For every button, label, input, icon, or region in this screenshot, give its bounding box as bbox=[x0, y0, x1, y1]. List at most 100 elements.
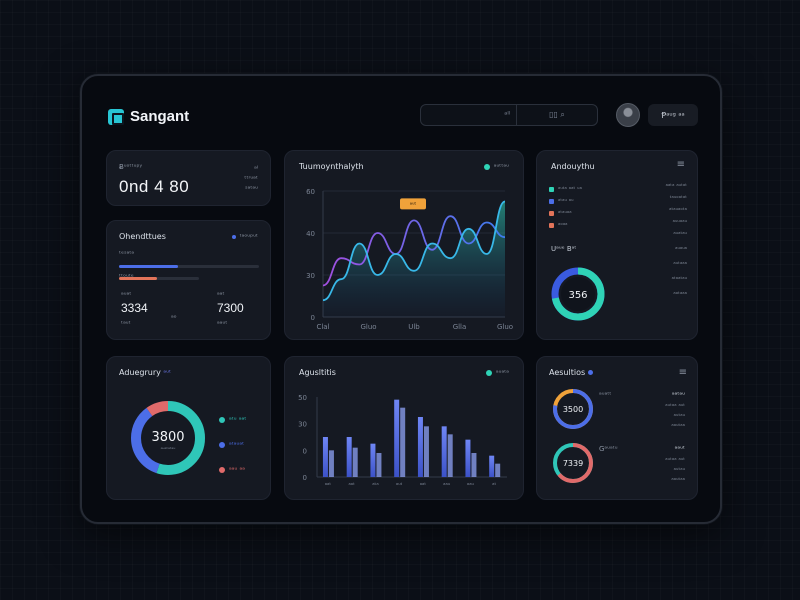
y-tick-label: 0 bbox=[303, 447, 307, 455]
user-menu-button[interactable]: Ᵽᵃᵘᵍ ᵃᵃ bbox=[648, 104, 698, 126]
donut-segment[interactable] bbox=[131, 401, 205, 475]
series-line-2[interactable] bbox=[322, 215, 506, 287]
ring-segment[interactable] bbox=[553, 389, 593, 429]
ring-top-right: ᵃᵃᵗᵃᵘ bbox=[671, 391, 685, 399]
ring-bottom-stats: ᵃᵘᵗᵃᵃ ᵃᵘᵗ ᵃᵘᵗᵃᵘ ᵃᵃᵘᵗᵃᵃ bbox=[665, 457, 685, 487]
menu-icon[interactable]: ≡ bbox=[676, 159, 685, 170]
overview-right-value: 7300 bbox=[217, 301, 244, 315]
panel-legend-label: ᵃᵗᵃᵘ ᵃᵘ bbox=[558, 197, 574, 205]
legend-dot-icon bbox=[231, 235, 236, 239]
bar-chart-card[interactable]: Agusltitis ᵃᵘᵃᵗᵃ 50 30 0 0 ᵃᵃᵗ ᵃᵃᵗ ᵃᵗᵃ ᵃᵘᵗ ᵃᵃᵗ ᵃᵃ… bbox=[284, 356, 524, 500]
panel-stat-row: ᵃᵘᵃᵘᵃ bbox=[675, 246, 687, 253]
ring-chart-top[interactable]: 3500 bbox=[551, 387, 595, 431]
bar[interactable] bbox=[352, 447, 358, 477]
bar[interactable] bbox=[495, 463, 501, 477]
bar[interactable] bbox=[465, 439, 471, 477]
panel-legend-row: ᵃᵒᵃᵃ bbox=[549, 219, 582, 231]
kpi-badge-mid: ᵗᵗʳᵘᵃᵗ bbox=[244, 175, 258, 183]
ring-segment[interactable] bbox=[553, 443, 593, 483]
overview-legend-label: ᵗᵃᵒᵘᵖᵘᵗ bbox=[239, 233, 258, 241]
kpi-badge-top: ᵃˡ bbox=[254, 165, 258, 173]
panel-stat-row: ᵃᵗᵃᵘᵃᵒᵗᵃ bbox=[669, 207, 687, 214]
legend-dot-icon bbox=[219, 416, 225, 423]
panel-stat-row: ᵃᵘᵘᵃᵃᵘ bbox=[672, 219, 687, 226]
bar-legend-label: ᵃᵘᵃᵗᵃ bbox=[495, 369, 509, 377]
y-tick-label: 40 bbox=[306, 230, 315, 238]
legend-swatch-icon bbox=[549, 222, 554, 228]
panel-legend-row: ᵃᵘᵗᵃ ᵃᵃᵗ ᵘᵃ bbox=[549, 183, 582, 195]
bar-chart-title: Agusltitis bbox=[299, 368, 336, 377]
trend-card[interactable]: Tuumoynthalyth ᵃᵘᵗᵗᵃᵘ 60 40 30 0 ᵃᵘᵗ Clal Gluo… bbox=[284, 150, 524, 340]
bar[interactable] bbox=[328, 450, 334, 477]
panel-legend-label: ᵃᵗᵃᵘᵃᵃ bbox=[558, 209, 572, 217]
panel-stat-row: ᵃᵃᵗᵃ ᵃᵘᵗᵃᵗ bbox=[665, 183, 687, 190]
bar[interactable] bbox=[489, 455, 495, 477]
kpi-badge-bottom: ˢᵃᵗᵃᵘ bbox=[245, 185, 258, 193]
trend-title: Tuumoynthalyth bbox=[299, 162, 364, 171]
legend-dot-icon bbox=[485, 370, 492, 376]
legend-dot-icon bbox=[483, 164, 490, 170]
panel-legend-row: ᵃᵗᵃᵘ ᵃᵘ bbox=[549, 195, 582, 207]
series-line-1[interactable] bbox=[322, 200, 506, 302]
analytics-panel[interactable]: Andouythu ≡ ᵃᵘᵗᵃ ᵃᵃᵗ ᵘᵃ ᵃᵗᵃᵘ ᵃᵘ ᵃᵗᵃᵘᵃᵃ ᵃᵒᵃᵃ… bbox=[536, 150, 698, 340]
panel-legend-label: ᵃᵘᵗᵃ ᵃᵃᵗ ᵘᵃ bbox=[558, 185, 582, 193]
bar-chart[interactable]: 50 30 0 0 ᵃᵃᵗ ᵃᵃᵗ ᵃᵗᵃ ᵃᵘᵗ ᵃᵃᵗ ᵃᵃᵘ ᵃᵃᵘ ᵃᵗ bbox=[285, 357, 525, 501]
progress-fill-1 bbox=[119, 265, 178, 268]
bar[interactable] bbox=[370, 443, 376, 477]
ring-chart-bottom[interactable]: 7339 bbox=[551, 441, 595, 485]
tooltip-box[interactable] bbox=[400, 198, 426, 210]
activity-card[interactable]: Aduegrury ᵃᵘᵗ 3800 ᵃᵘᵃᵗᵃᵗᵃᵘ ᵃᵗᵘ ᵃᵃᵗ ᵃᵗᵃᵘᵃᵗ… bbox=[106, 356, 271, 500]
ring-stat-row: ᵃᵘᵗᵃᵘ bbox=[673, 467, 685, 474]
bar[interactable] bbox=[322, 437, 328, 477]
bar[interactable] bbox=[471, 453, 477, 477]
overview-left-sub: ᵗᵃᵘᵗ bbox=[121, 320, 131, 328]
panel-stat-row: ᵃᵗᵃᵃᵗᵃᵘ bbox=[671, 276, 687, 283]
bar[interactable] bbox=[346, 437, 352, 477]
bar[interactable] bbox=[417, 417, 423, 477]
activity-donut-chart[interactable]: 3800 ᵃᵘᵃᵗᵃᵗᵃᵘ bbox=[129, 399, 207, 477]
overview-title: Ohendttues bbox=[119, 232, 166, 241]
progress-track-2 bbox=[119, 277, 199, 280]
ring-value: 3500 bbox=[563, 405, 583, 414]
bar[interactable] bbox=[394, 399, 400, 477]
bar[interactable] bbox=[400, 407, 406, 477]
activity-legend-label: ᵃᵃᵘ ᵃᵃ bbox=[229, 465, 246, 474]
results-title: Aesultios bbox=[549, 368, 597, 377]
activity-legend: ᵃᵗᵘ ᵃᵃᵗ ᵃᵗᵃᵘᵃᵗ ᵃᵃᵘ ᵃᵃ bbox=[219, 407, 246, 482]
trend-area-chart[interactable]: 60 40 30 0 ᵃᵘᵗ Clal Gluo Ulb Glla Gluo bbox=[285, 151, 525, 341]
kpi-card[interactable]: Ƀᵘᵒᵗᵗᵘᵖʸ 0nd 4 80 ᵃˡ ᵗᵗʳᵘᵃᵗ ˢᵃᵗᵃᵘ bbox=[106, 150, 271, 206]
y-tick-label: 60 bbox=[306, 188, 315, 196]
search-bar[interactable]: ᵃˡˡ ▯▯ ⌕ bbox=[420, 104, 598, 126]
activity-legend-item: ᵃᵗᵃᵘᵃᵗ bbox=[219, 432, 246, 457]
dashboard-window: Sangant ᵃˡˡ ▯▯ ⌕ Ᵽᵃᵘᵍ ᵃᵃ Ƀᵘᵒᵗᵗᵘᵖʸ 0nd 4 … bbox=[80, 74, 722, 524]
panel-donut-chart[interactable]: 356 bbox=[549, 265, 607, 323]
panel-stat-row: ᵃᵘᵃᵗᵃᵘ bbox=[673, 231, 687, 238]
results-card[interactable]: Aesultios ≡ 3500 ᵃᵘᵃᵗᵗ ᵃᵃᵗᵃᵘ ᵃᵘᵗᵃᵃ ᵃᵘᵗ ᵃᵘ… bbox=[536, 356, 698, 500]
search-text: ᵃˡˡ bbox=[421, 105, 517, 125]
activity-legend-item: ᵃᵃᵘ ᵃᵃ bbox=[219, 457, 246, 482]
legend-dot-icon bbox=[219, 466, 225, 473]
panel-legend-row: ᵃᵗᵃᵘᵃᵃ bbox=[549, 207, 582, 219]
legend-swatch-icon bbox=[549, 198, 554, 204]
ring-top-label: ᵃᵘᵃᵗᵗ bbox=[599, 391, 612, 399]
donut-sub-label: ᵃᵘᵃᵗᵃᵗᵃᵘ bbox=[161, 447, 176, 453]
search-actions[interactable]: ▯▯ ⌕ bbox=[549, 110, 565, 119]
menu-icon[interactable]: ≡ bbox=[678, 367, 687, 378]
donut-segment[interactable] bbox=[551, 267, 605, 321]
overview-card[interactable]: Ohendttues ᵗᵃᵒᵘᵖᵘᵗ ᵗᵉˢᵃᵗᵃ ᵗᵗᵒᵘᵗᵉ ᵃᵘᵃᵗ ᵃᵃ… bbox=[106, 220, 271, 340]
donut-segment[interactable] bbox=[131, 401, 205, 475]
bar[interactable] bbox=[447, 434, 453, 477]
bar[interactable] bbox=[376, 453, 382, 477]
avatar[interactable] bbox=[616, 103, 640, 127]
brand-logo[interactable]: Sangant bbox=[108, 108, 189, 125]
bar[interactable] bbox=[441, 426, 447, 477]
x-tick-label: ᵃᵃᵘ bbox=[467, 482, 475, 489]
activity-tag: ᵃᵘᵗ bbox=[163, 369, 172, 377]
bar[interactable] bbox=[423, 426, 429, 477]
progress-fill-2 bbox=[119, 277, 158, 280]
ring-top-stats: ᵃᵘᵗᵃᵃ ᵃᵘᵗ ᵃᵘᵗᵃᵘ ᵃᵃᵘᵗᵃᵃ bbox=[665, 403, 685, 433]
activity-legend-item: ᵃᵗᵘ ᵃᵃᵗ bbox=[219, 407, 246, 432]
panel-stat-row: ᵃᵘᵗᵃᵃᵃ bbox=[673, 261, 687, 268]
progress-track-1 bbox=[119, 265, 259, 268]
x-tick-label: Gluo bbox=[497, 323, 513, 331]
